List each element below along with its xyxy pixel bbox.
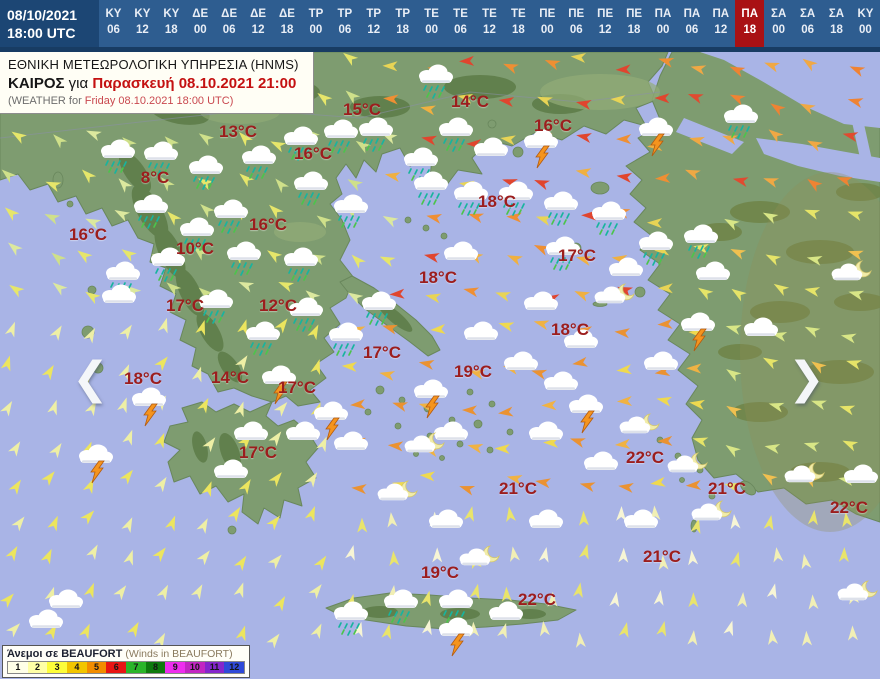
temp-label: 16°C xyxy=(534,116,572,135)
agency-title: ΕΘΝΙΚΗ ΜΕΤΕΩΡΟΛΟΓΙΚΗ ΥΠΗΡΕΣΙΑ (HNMS) xyxy=(8,57,299,72)
forecast-for-word: για xyxy=(64,75,93,92)
temp-label: 15°C xyxy=(343,100,381,119)
temp-label: 8°C xyxy=(140,168,170,187)
temp-label: 10°C xyxy=(176,239,214,258)
temp-label: 18°C xyxy=(124,369,162,388)
temp-label: 18°C xyxy=(551,320,589,339)
time-tab-2[interactable]: ΚΥ 18 xyxy=(163,8,180,36)
time-step-tabs: ΚΥ 06 ΚΥ 12 ΚΥ 18 ΔΕ 00 ΔΕ 06 ΔΕ 12 ΔΕ 18 ΤΡ 00 ΤΡ 06 ΤΡ 12… xyxy=(99,0,880,47)
time-tab-6[interactable]: ΔΕ 18 xyxy=(279,8,295,36)
forecast-en-prefix: (WEATHER for xyxy=(8,95,85,107)
next-map-button[interactable]: ❯ xyxy=(788,354,825,403)
temp-label: 17°C xyxy=(166,296,204,315)
temp-label: 17°C xyxy=(363,343,401,362)
forecast-datetime-gr: Παρασκευή 08.10.2021 21:00 xyxy=(92,75,297,92)
time-tab-1[interactable]: ΚΥ 12 xyxy=(134,8,151,36)
beaufort-cell-2: 2 xyxy=(27,662,48,673)
forecast-title-gr: ΚΑΙΡΟΣ για Παρασκευή 08.10.2021 21:00 xyxy=(8,74,305,94)
temp-label: 12°C xyxy=(259,296,297,315)
time-tab-25[interactable]: ΣΑ 18 xyxy=(828,8,845,36)
beaufort-cell-11: 11 xyxy=(204,662,225,673)
temp-label: 16°C xyxy=(249,215,287,234)
run-date-value: 08/10/2021 xyxy=(7,7,78,23)
time-tab-21[interactable]: ΠΑ 12 xyxy=(712,8,730,36)
map-area: 15°C 14°C 13°C 16°C 16°C 8°C 18°C 16°C 16°C 10°C 1… xyxy=(0,52,880,679)
temp-label: 22°C xyxy=(830,498,868,517)
temp-label: 17°C xyxy=(558,246,596,265)
time-step-bar: 08/10/2021 18:00 UTC ΚΥ 06 ΚΥ 12 ΚΥ 18 ΔΕ 00 ΔΕ 0… xyxy=(0,0,880,52)
time-tab-14[interactable]: ΤΕ 18 xyxy=(511,8,526,36)
run-date: 08/10/2021 18:00 UTC xyxy=(0,0,99,47)
beaufort-cell-10: 10 xyxy=(185,662,205,673)
beaufort-cell-4: 4 xyxy=(67,662,87,673)
time-tab-24[interactable]: ΣΑ 06 xyxy=(799,8,816,36)
time-tab-23[interactable]: ΣΑ 00 xyxy=(771,8,787,36)
time-tab-9[interactable]: ΤΡ 12 xyxy=(366,8,382,36)
time-tab-18[interactable]: ΠΕ 18 xyxy=(626,8,643,36)
beaufort-cell-3: 3 xyxy=(47,662,68,673)
temp-label: 21°C xyxy=(708,479,746,498)
temp-label: 19°C xyxy=(421,563,459,582)
weather-map xyxy=(0,52,880,679)
temp-label: 22°C xyxy=(626,448,664,467)
time-tab-22[interactable]: ΠΑ 18 xyxy=(735,0,765,47)
forecast-header: ΕΘΝΙΚΗ ΜΕΤΕΩΡΟΛΟΓΙΚΗ ΥΠΗΡΕΣΙΑ (HNMS) ΚΑΙ… xyxy=(0,52,314,114)
temp-label: 13°C xyxy=(219,122,257,141)
beaufort-cell-9: 9 xyxy=(165,662,186,673)
time-tab-19[interactable]: ΠΑ 00 xyxy=(654,8,672,36)
time-tab-4[interactable]: ΔΕ 06 xyxy=(221,8,238,36)
temp-label: 14°C xyxy=(211,368,249,387)
temp-label: 17°C xyxy=(278,378,316,397)
beaufort-cell-6: 6 xyxy=(106,662,127,673)
time-tab-3[interactable]: ΔΕ 00 xyxy=(192,8,209,36)
beaufort-cell-5: 5 xyxy=(86,662,107,673)
time-tab-20[interactable]: ΠΑ 06 xyxy=(683,8,701,36)
time-tab-16[interactable]: ΠΕ 06 xyxy=(568,8,585,36)
time-tab-11[interactable]: ΤΕ 00 xyxy=(424,8,439,36)
beaufort-cell-7: 7 xyxy=(126,662,146,673)
time-tab-0[interactable]: ΚΥ 06 xyxy=(105,8,122,36)
time-tab-8[interactable]: ΤΡ 06 xyxy=(337,8,353,36)
legend-title-gr: Άνεμοι σε BEAUFORT xyxy=(7,648,123,660)
time-tab-7[interactable]: ΤΡ 00 xyxy=(308,8,324,36)
legend-title: Άνεμοι σε BEAUFORT (Winds in BEAUFORT) xyxy=(7,648,245,660)
temp-label: 18°C xyxy=(478,192,516,211)
time-tab-17[interactable]: ΠΕ 12 xyxy=(597,8,614,36)
temp-label: 14°C xyxy=(451,92,489,111)
forecast-title-en: (WEATHER for Friday 08.10.2021 18:00 UTC… xyxy=(8,94,305,108)
beaufort-cell-8: 8 xyxy=(145,662,166,673)
time-tab-26[interactable]: ΚΥ 00 xyxy=(857,8,874,36)
time-tab-12[interactable]: ΤΕ 06 xyxy=(453,8,468,36)
time-tab-13[interactable]: ΤΕ 12 xyxy=(482,8,497,36)
forecast-word: ΚΑΙΡΟΣ xyxy=(8,75,65,92)
temp-label: 22°C xyxy=(518,590,556,609)
legend-title-en: (Winds in BEAUFORT) xyxy=(125,648,233,660)
beaufort-cell-1: 1 xyxy=(8,662,28,673)
time-tab-5[interactable]: ΔΕ 12 xyxy=(250,8,267,36)
temp-label: 17°C xyxy=(239,443,277,462)
temp-label: 16°C xyxy=(294,144,332,163)
temp-label: 19°C xyxy=(454,362,492,381)
temp-label: 21°C xyxy=(499,479,537,498)
temp-label: 18°C xyxy=(419,268,457,287)
time-tab-10[interactable]: ΤΡ 18 xyxy=(395,8,411,36)
temp-label: 21°C xyxy=(643,547,681,566)
prev-map-button[interactable]: ❮ xyxy=(72,354,109,403)
forecast-datetime-en: Friday 08.10.2021 18:00 UTC) xyxy=(84,95,234,107)
beaufort-cell-12: 12 xyxy=(224,662,245,673)
time-tab-15[interactable]: ΠΕ 00 xyxy=(539,8,556,36)
beaufort-scale: 1 2 3 4 5 6 7 8 9 10 11 12 xyxy=(7,661,245,674)
temp-label: 16°C xyxy=(69,225,107,244)
run-time-value: 18:00 UTC xyxy=(7,25,76,41)
beaufort-legend: Άνεμοι σε BEAUFORT (Winds in BEAUFORT) 1… xyxy=(2,645,250,678)
